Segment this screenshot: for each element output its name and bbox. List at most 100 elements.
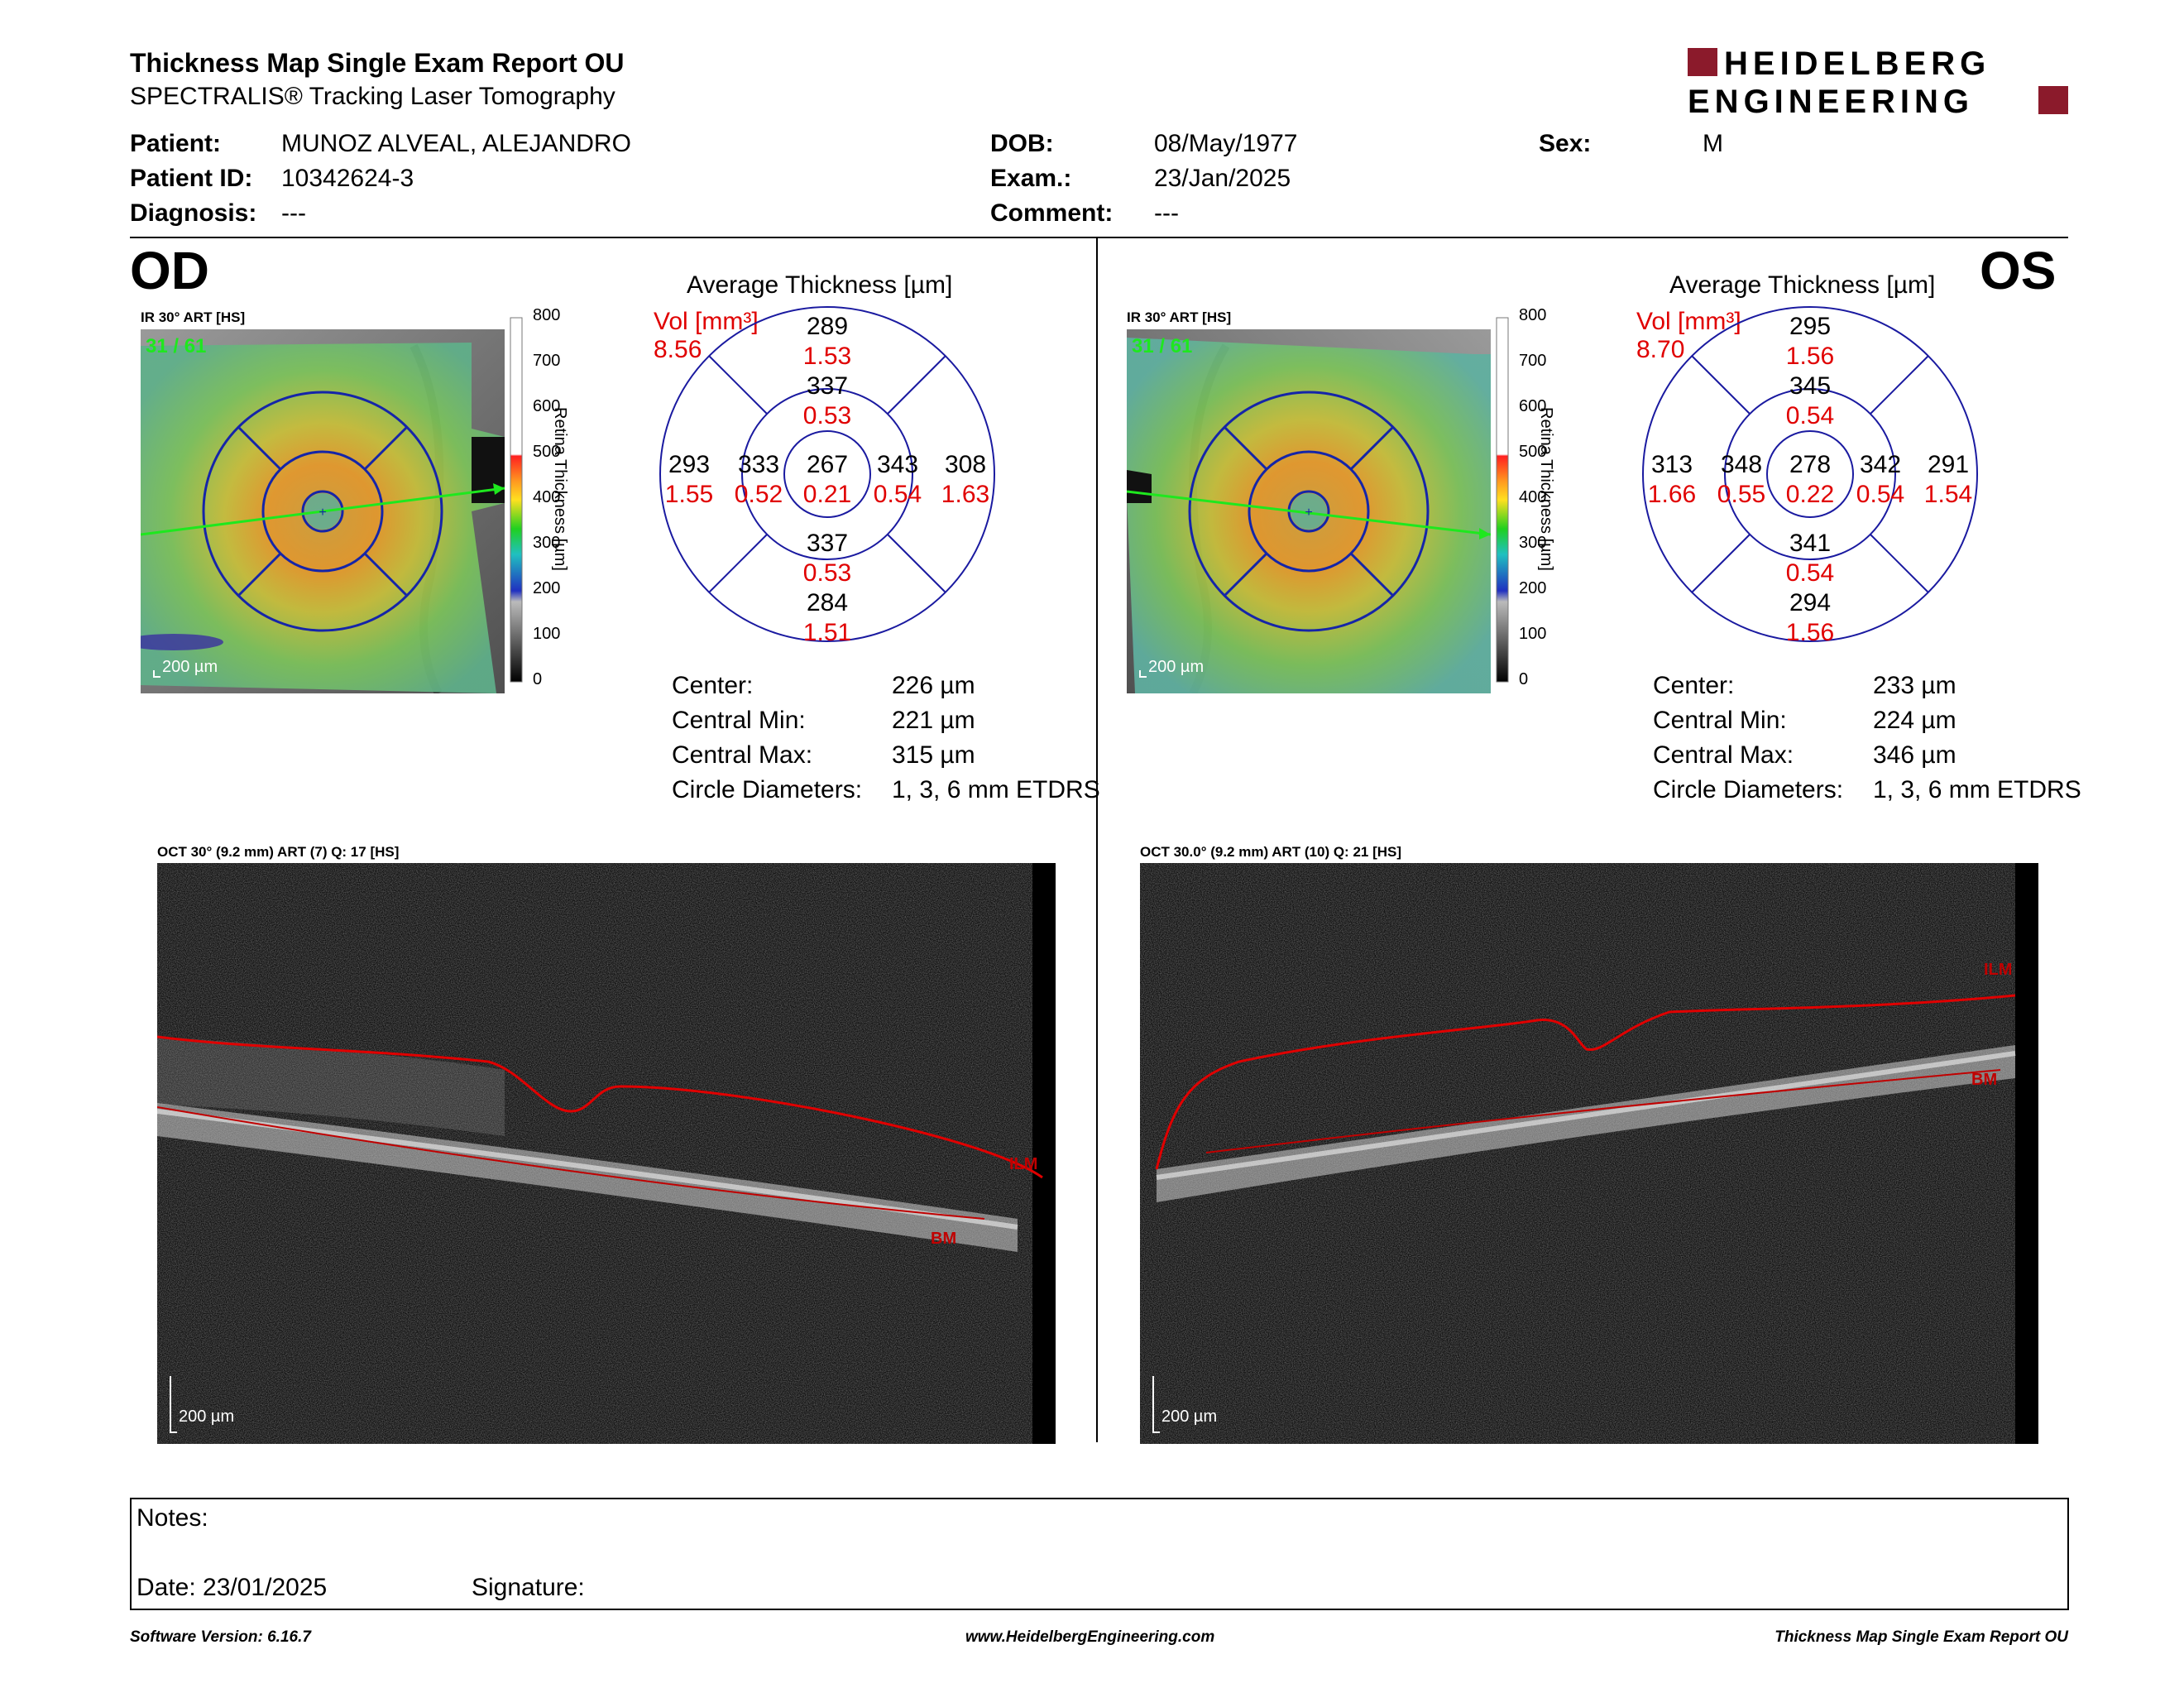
diagnosis-value: ---	[281, 199, 306, 227]
website-link[interactable]: www.HeidelbergEngineering.com	[965, 1628, 1215, 1646]
os-ilm-label: ILM	[1984, 961, 2012, 979]
comment-label: Comment:	[990, 199, 1114, 227]
os-tick-500: 500	[1519, 443, 1547, 461]
os-diam-value: 1, 3, 6 mm ETDRS	[1873, 776, 2081, 803]
heidelberg-logo: HEIDELBERG ENGINEERING	[1688, 46, 2068, 119]
od-inner-top-thickness: 337	[807, 372, 848, 400]
od-oct-label: OCT 30° (9.2 mm) ART (7) Q: 17 [HS]	[157, 844, 400, 860]
od-avg-title: Average Thickness [µm]	[687, 271, 953, 299]
od-etdrs-grid: 289 1.53 337 0.53 267 0.21 333 0.52 343 …	[659, 306, 995, 644]
od-inner-right-volume: 0.54	[874, 481, 922, 508]
patient-id-value: 10342624-3	[281, 165, 414, 192]
notes-label: Notes:	[136, 1504, 208, 1532]
os-vol-value: 8.70	[1636, 336, 1685, 363]
os-eye-label: OS	[1980, 241, 2057, 300]
notes-box[interactable]	[130, 1498, 2069, 1610]
od-tick-800: 800	[533, 306, 561, 324]
od-frame-label: 31 / 61	[146, 335, 206, 357]
od-tick-100: 100	[533, 625, 561, 643]
od-outer-left-volume: 1.55	[665, 481, 713, 508]
os-outer-bottom-thickness: 294	[1789, 589, 1831, 616]
os-inner-right-volume: 0.54	[1856, 481, 1904, 508]
sex-value: M	[1703, 130, 1723, 157]
od-vol-value: 8.56	[654, 336, 702, 363]
od-outer-right-volume: 1.63	[941, 481, 989, 508]
od-tick-200: 200	[533, 579, 561, 597]
os-oct-scan: ILM BM 200 µm	[1140, 863, 2038, 1444]
od-oct-scan: ILM BM 200 µm	[157, 863, 1056, 1444]
os-colorbar-title: Retina Thickness [µm]	[1537, 407, 1555, 571]
os-inner-bottom-volume: 0.54	[1786, 559, 1834, 587]
od-tick-600: 600	[533, 397, 561, 415]
od-colorbar-title: Retina Thickness [µm]	[551, 407, 569, 571]
os-colorbar	[1496, 317, 1509, 683]
os-tick-300: 300	[1519, 534, 1547, 552]
od-max-value: 315 µm	[892, 741, 975, 769]
od-tick-400: 400	[533, 488, 561, 506]
od-outer-top-thickness: 289	[807, 313, 848, 340]
os-oct-scale: 200 µm	[1161, 1407, 1217, 1426]
od-outer-bottom-thickness: 284	[807, 589, 848, 616]
os-inner-bottom-thickness: 341	[1789, 530, 1831, 557]
od-tick-500: 500	[533, 443, 561, 461]
od-colorbar	[510, 317, 523, 683]
eye-divider	[1096, 238, 1098, 1442]
os-thickness-map: + 31 / 61 200 µm	[1127, 329, 1491, 693]
os-diam-label: Circle Diameters:	[1653, 776, 1844, 803]
signature-label: Signature:	[472, 1574, 585, 1601]
os-tick-0: 0	[1519, 670, 1529, 688]
report-title: Thickness Map Single Exam Report OU	[130, 48, 625, 78]
os-inner-top-volume: 0.54	[1786, 402, 1834, 429]
os-outer-bottom-volume: 1.56	[1786, 619, 1834, 644]
od-colorbar-ticks: 800 700 600 500 400 300 200 100 0	[529, 306, 563, 695]
logo-line2: ENGINEERING	[1688, 84, 1974, 119]
od-ilm-label: ILM	[1009, 1155, 1037, 1173]
diagnosis-label: Diagnosis:	[130, 199, 257, 227]
od-scale-label: 200 µm	[162, 658, 218, 676]
os-bm-label: BM	[1971, 1071, 1997, 1089]
exam-value: 23/Jan/2025	[1154, 165, 1291, 192]
od-inner-right-thickness: 343	[877, 451, 918, 478]
od-inner-left-volume: 0.52	[735, 481, 783, 508]
os-ir-label: IR 30° ART [HS]	[1127, 309, 1232, 325]
od-max-label: Central Max:	[672, 741, 813, 769]
od-eye-label: OD	[130, 241, 209, 300]
os-tick-400: 400	[1519, 488, 1547, 506]
os-inner-top-thickness: 345	[1789, 372, 1831, 400]
od-diam-label: Circle Diameters:	[672, 776, 863, 803]
os-tick-700: 700	[1519, 352, 1547, 370]
header-divider	[130, 237, 2068, 238]
os-etdrs-grid: 295 1.56 345 0.54 278 0.22 348 0.55 342 …	[1642, 306, 1978, 644]
footer-report-name: Thickness Map Single Exam Report OU	[1774, 1628, 2068, 1646]
dob-value: 08/May/1977	[1154, 130, 1298, 157]
os-avg-title: Average Thickness [µm]	[1669, 271, 1936, 299]
os-min-label: Central Min:	[1653, 707, 1787, 734]
od-min-label: Central Min:	[672, 707, 806, 734]
report-subtitle: SPECTRALIS® Tracking Laser Tomography	[130, 83, 615, 110]
os-outer-left-volume: 1.66	[1648, 481, 1696, 508]
od-inner-left-thickness: 333	[738, 451, 779, 478]
svg-text:+: +	[1305, 506, 1312, 520]
comment-value: ---	[1154, 199, 1179, 227]
logo-line1: HEIDELBERG	[1724, 46, 1990, 82]
os-tick-100: 100	[1519, 625, 1547, 643]
os-scale-label: 200 µm	[1148, 658, 1204, 676]
os-max-value: 346 µm	[1873, 741, 1956, 769]
dob-label: DOB:	[990, 130, 1054, 157]
os-outer-left-thickness: 313	[1651, 451, 1693, 478]
software-version: Software Version: 6.16.7	[130, 1628, 311, 1646]
od-inner-top-volume: 0.53	[803, 402, 851, 429]
od-tick-300: 300	[533, 534, 561, 552]
os-inner-left-volume: 0.55	[1717, 481, 1765, 508]
od-inner-bottom-thickness: 337	[807, 530, 848, 557]
od-outer-left-thickness: 293	[668, 451, 710, 478]
os-max-label: Central Max:	[1653, 741, 1794, 769]
os-tick-600: 600	[1519, 397, 1547, 415]
od-oct-scale: 200 µm	[179, 1407, 234, 1426]
od-outer-bottom-volume: 1.51	[803, 619, 851, 644]
od-ir-label: IR 30° ART [HS]	[141, 309, 246, 325]
od-inner-bottom-volume: 0.53	[803, 559, 851, 587]
os-tick-800: 800	[1519, 306, 1547, 324]
os-inner-right-thickness: 342	[1860, 451, 1901, 478]
os-outer-top-volume: 1.56	[1786, 343, 1834, 370]
